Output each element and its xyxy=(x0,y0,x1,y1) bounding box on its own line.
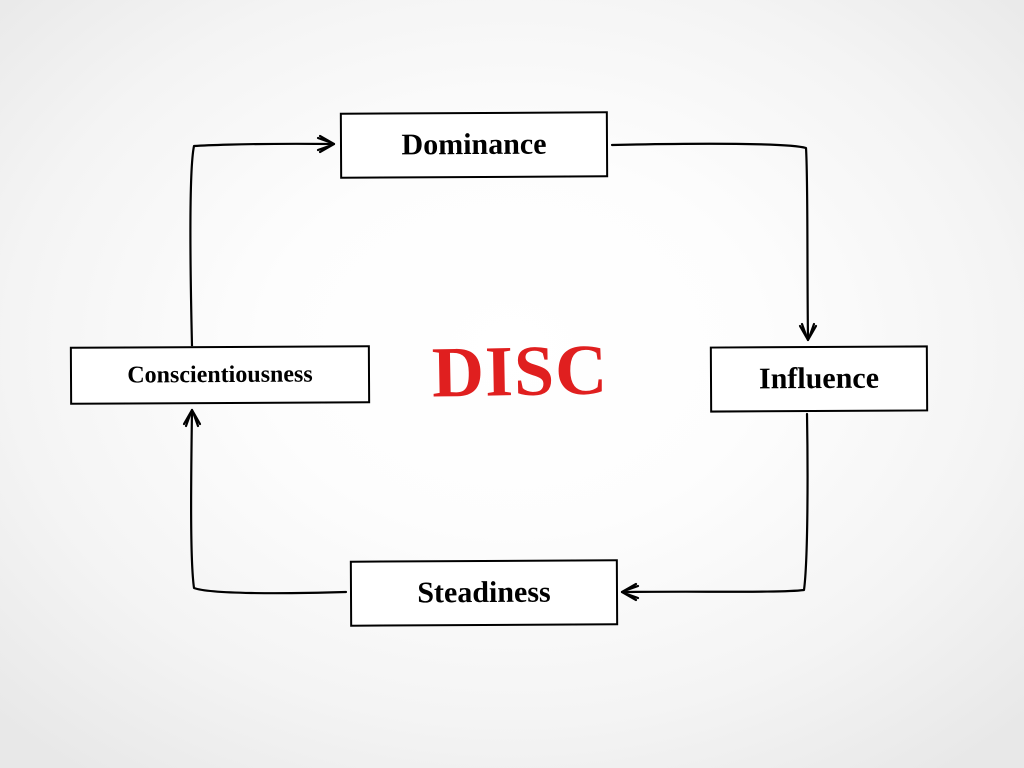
arrowhead-stead-to-cons xyxy=(184,410,200,426)
arrowhead-cons-to-dom xyxy=(318,136,334,152)
arrowhead-inf-to-stead xyxy=(622,584,638,600)
node-dominance-label: Dominance xyxy=(401,128,546,163)
arrow-cons-to-dom xyxy=(190,144,334,346)
diagram-canvas: DISC Dominance Influence Steadiness Conscie… xyxy=(0,0,1024,768)
arrow-inf-to-stead xyxy=(622,414,808,592)
node-steadiness-label: Steadiness xyxy=(417,576,551,611)
center-title: DISC xyxy=(431,328,608,414)
arrow-dom-to-inf xyxy=(612,144,808,340)
node-dominance: Dominance xyxy=(340,111,608,178)
node-influence-label: Influence xyxy=(759,362,879,397)
node-conscientiousness: Conscientiousness xyxy=(70,345,370,405)
node-conscientiousness-label: Conscientiousness xyxy=(127,361,313,389)
arrowhead-dom-to-inf xyxy=(800,324,816,340)
node-influence: Influence xyxy=(710,345,928,412)
node-steadiness: Steadiness xyxy=(350,559,618,626)
arrow-stead-to-cons xyxy=(191,410,346,593)
